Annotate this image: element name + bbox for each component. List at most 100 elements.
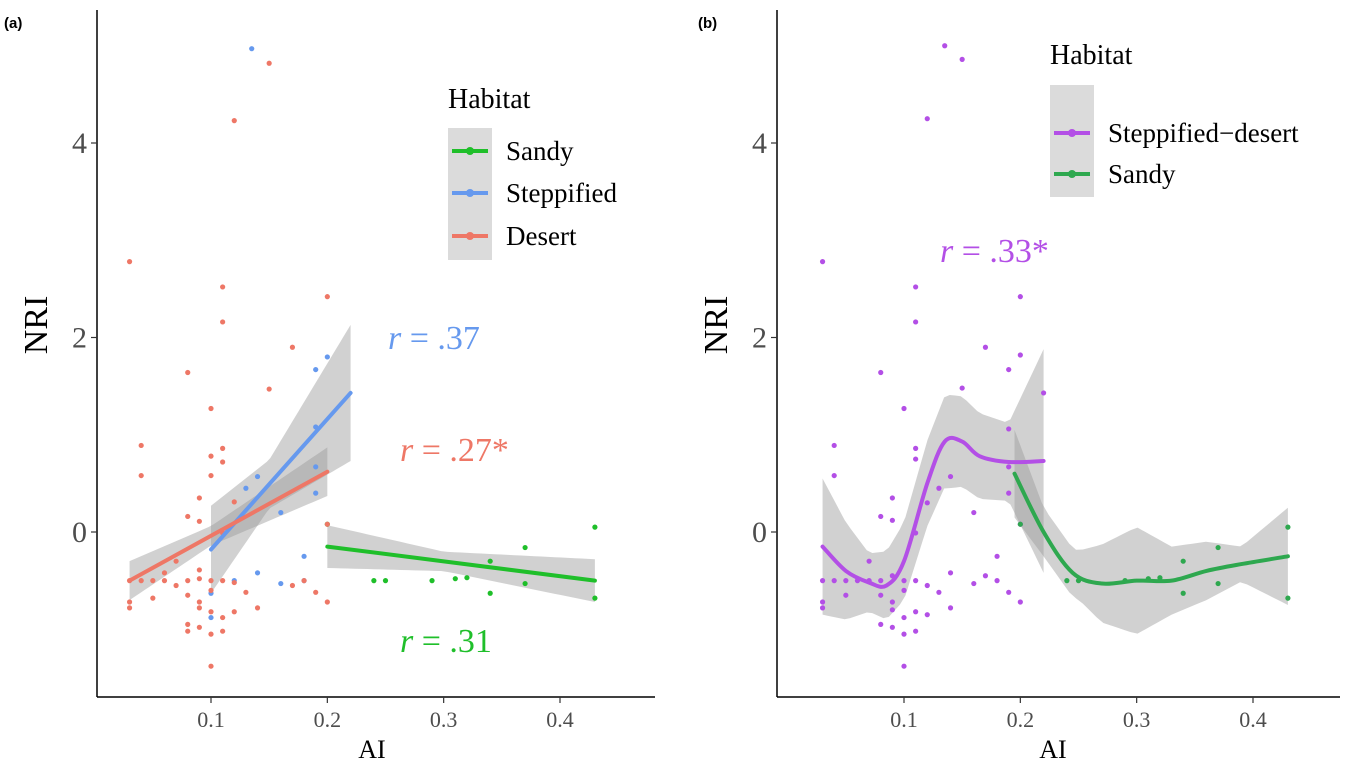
data-point-steppified-desert bbox=[901, 578, 907, 584]
panel-b-legend-title: Habitat bbox=[1050, 40, 1133, 71]
data-point-steppified-desert bbox=[819, 259, 826, 265]
data-point-steppified-desert bbox=[843, 578, 849, 584]
data-point-steppified-desert bbox=[971, 509, 977, 516]
data-point-steppified-desert bbox=[901, 614, 907, 621]
data-point-sandy bbox=[1215, 580, 1221, 587]
data-point-steppified-desert bbox=[901, 663, 907, 669]
data-point-desert bbox=[220, 284, 226, 290]
legend-key-dot bbox=[466, 189, 474, 197]
data-point-steppified bbox=[313, 464, 319, 470]
data-point-steppified-desert bbox=[913, 609, 919, 615]
data-point-steppified-desert bbox=[924, 612, 930, 618]
legend-key-dot bbox=[466, 232, 474, 240]
data-point-steppified-desert bbox=[878, 578, 884, 584]
data-point-sandy bbox=[592, 524, 598, 530]
data-point-steppified-desert bbox=[959, 385, 965, 391]
data-point-desert bbox=[324, 294, 330, 300]
data-point-desert bbox=[220, 578, 226, 584]
data-point-steppified-desert bbox=[942, 43, 948, 49]
data-point-desert bbox=[208, 472, 214, 479]
panel-a-fit-lines bbox=[127, 390, 597, 583]
data-point-steppified-desert bbox=[936, 485, 942, 491]
data-point-sandy bbox=[1180, 558, 1186, 564]
data-point-desert bbox=[196, 576, 202, 582]
data-point-steppified-desert bbox=[1017, 294, 1023, 300]
panel-a-axes: 0.1 0.2 0.3 0.4 0 2 4 bbox=[72, 10, 655, 732]
data-point-steppified-desert bbox=[924, 116, 930, 122]
data-point-desert bbox=[161, 570, 168, 576]
data-point-desert bbox=[126, 599, 133, 605]
panel-b-axes: 0.1 0.2 0.3 0.4 0 2 4 bbox=[752, 10, 1340, 732]
data-point-steppified bbox=[254, 570, 261, 576]
data-point-sandy bbox=[1064, 578, 1070, 584]
data-point-desert bbox=[150, 578, 156, 584]
confidence-band-sandy bbox=[1014, 429, 1288, 634]
data-point-steppified-desert bbox=[913, 578, 919, 584]
panel-b-confidence-bands bbox=[822, 349, 1288, 634]
data-point-desert bbox=[266, 386, 272, 392]
data-point-desert bbox=[243, 589, 249, 595]
data-point-desert bbox=[196, 624, 202, 630]
data-point-desert bbox=[208, 405, 214, 412]
panel-b-legend: Habitat Steppified−desert Sandy bbox=[1050, 40, 1299, 197]
data-point-desert bbox=[231, 579, 237, 586]
data-point-steppified bbox=[278, 509, 284, 516]
data-point-steppified-desert bbox=[982, 344, 989, 350]
fit-line-desert bbox=[127, 469, 330, 583]
data-point-sandy bbox=[382, 578, 389, 584]
data-point-steppified bbox=[254, 473, 261, 480]
data-point-steppified-desert bbox=[866, 558, 872, 564]
data-point-desert bbox=[220, 459, 226, 465]
data-point-desert bbox=[173, 558, 179, 564]
data-point-desert bbox=[196, 599, 202, 605]
data-point-desert bbox=[231, 499, 237, 505]
data-point-desert bbox=[231, 118, 237, 124]
data-point-steppified-desert bbox=[947, 570, 954, 576]
data-point-desert bbox=[324, 599, 330, 605]
legend-key-dot bbox=[1068, 170, 1076, 178]
data-point-steppified-desert bbox=[1017, 352, 1023, 358]
y-tick-label: 4 bbox=[752, 127, 767, 160]
data-point-steppified-desert bbox=[936, 589, 942, 595]
data-point-desert bbox=[185, 513, 191, 520]
data-point-steppified bbox=[249, 46, 255, 52]
data-point-steppified-desert bbox=[819, 578, 826, 584]
x-tick-label: 0.2 bbox=[1007, 707, 1035, 732]
data-point-desert bbox=[208, 663, 214, 669]
confidence-band-steppified bbox=[211, 324, 351, 594]
x-tick-label: 0.4 bbox=[546, 707, 574, 732]
legend-label-steppified-desert: Steppified−desert bbox=[1108, 118, 1299, 148]
data-point-desert bbox=[185, 628, 191, 634]
data-point-desert bbox=[289, 582, 296, 589]
data-point-steppified-desert bbox=[901, 405, 907, 412]
data-point-steppified-desert bbox=[819, 599, 826, 605]
data-point-steppified-desert bbox=[1006, 490, 1012, 496]
panel-a: (a) 0.1 0.2 0.3 0.4 0 2 4 AI NRI Habitat Sandy… bbox=[4, 10, 655, 764]
panel-b-smooth-lines bbox=[820, 435, 1290, 589]
panel-a-legend-title: Habitat bbox=[448, 84, 531, 115]
data-point-desert bbox=[208, 609, 214, 615]
data-point-steppified-desert bbox=[1006, 366, 1012, 373]
data-point-desert bbox=[208, 587, 214, 593]
legend-label-sandy: Sandy bbox=[506, 136, 574, 166]
data-point-desert bbox=[150, 595, 156, 601]
y-tick-label: 0 bbox=[752, 516, 767, 549]
data-point-steppified-desert bbox=[994, 578, 1000, 584]
fit-line-sandy bbox=[325, 544, 597, 583]
data-point-desert bbox=[126, 605, 133, 611]
data-point-steppified-desert bbox=[1017, 599, 1023, 605]
data-point-desert bbox=[289, 344, 296, 350]
data-point-steppified-desert bbox=[1006, 464, 1012, 470]
data-point-steppified bbox=[313, 490, 319, 496]
legend-key-dot bbox=[466, 147, 474, 155]
data-point-sandy bbox=[487, 558, 493, 564]
data-point-sandy bbox=[522, 580, 528, 587]
panel-a-x-axis-title: AI bbox=[358, 735, 385, 764]
data-point-sandy bbox=[1180, 590, 1186, 596]
data-point-desert bbox=[185, 369, 191, 376]
legend-label-desert: Desert bbox=[506, 221, 577, 251]
data-point-desert bbox=[220, 614, 226, 621]
legend-item-steppified: Steppified bbox=[452, 178, 617, 208]
data-point-steppified-desert bbox=[913, 445, 919, 451]
